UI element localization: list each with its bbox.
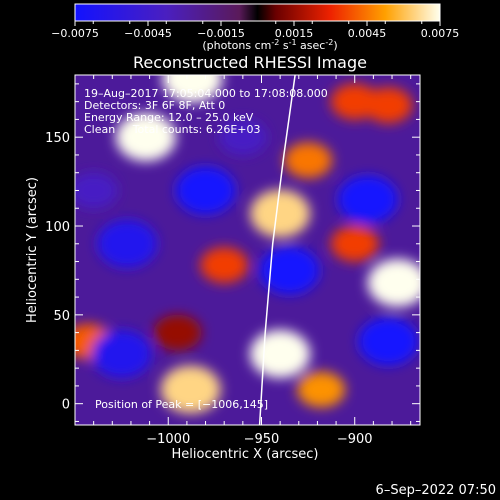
heatmap-blob (75, 172, 118, 209)
annotation-energy-range: Energy Range: 12.0 – 25.0 keV (84, 111, 254, 124)
heatmap-blob (218, 119, 267, 156)
heatmap-blob (162, 75, 223, 103)
y-axis-label: Heliocentric Y (arcsec) (25, 177, 40, 323)
colorbar-tick-label: 0.0075 (421, 27, 460, 40)
colorbar-tick-label: 0.0015 (275, 27, 314, 40)
colorbar-tick-label: 0.0045 (348, 27, 387, 40)
heatmap-blob (160, 365, 221, 414)
annotation-detectors: Detectors: 3F 6F 8F, Att 0 (84, 99, 225, 112)
annotation-time-range: 19–Aug–2017 17:05:04.000 to 17:08:08.000 (84, 87, 328, 100)
heatmap-blob (367, 258, 420, 307)
chart-title: Reconstructed RHESSI Image (133, 53, 367, 72)
heatmap-blob (358, 317, 419, 366)
colorbar (74, 3, 441, 22)
heatmap-blob (337, 175, 398, 224)
colorbar-unit-label: (photons cm-2 s-1 asec-2) (202, 38, 337, 52)
heatmap-blob (97, 219, 158, 268)
colorbar-tick-label: −0.0075 (51, 27, 99, 40)
heatmap-blob (250, 189, 311, 238)
colorbar-tick-label: −0.0045 (124, 27, 172, 40)
colorbar-ticks: −0.0075 −0.0045 −0.0015 0.0015 0.0045 0.0075 (51, 21, 459, 40)
colorbar-tick-label: −0.0015 (197, 27, 245, 40)
axes: −1000 −950 −900 0 50 100 150 (45, 75, 420, 447)
footer-date: 6–Sep–2022 07:50 (376, 483, 496, 498)
heatmap-blob (259, 246, 320, 295)
solar-limb-line (258, 75, 296, 425)
heatmap-blob (200, 247, 249, 284)
heatmap-blob (297, 371, 346, 408)
x-axis-label: Heliocentric X (arcsec) (172, 447, 319, 462)
x-tick-label: −950 (244, 432, 280, 447)
x-tick-label: −1000 (146, 432, 190, 447)
y-tick-label: 0 (62, 398, 70, 413)
heatmap-blob (250, 329, 311, 378)
y-tick-label: 100 (45, 220, 70, 235)
annotation-total-counts: Clean Total counts: 6.26E+03 (84, 123, 261, 136)
annotation-peak-position: Position of Peak = [−1006,145] (95, 398, 268, 411)
heatmap-blob (153, 314, 202, 351)
heatmap-blob (175, 166, 236, 215)
y-tick-label: 150 (45, 131, 70, 146)
heatmap-blob (364, 87, 413, 124)
heatmap-blob (330, 225, 379, 262)
plot-frame (74, 74, 421, 426)
heatmap-blob (284, 142, 333, 179)
x-tick-label: −900 (337, 432, 373, 447)
heatmap-blob (91, 329, 152, 378)
heatmap-blob (115, 113, 176, 162)
y-tick-label: 50 (53, 309, 70, 324)
